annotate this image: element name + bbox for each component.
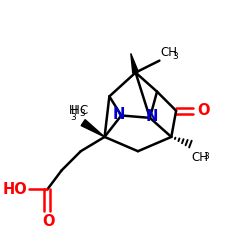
Text: CH: CH: [160, 46, 178, 60]
Text: O: O: [197, 103, 209, 118]
Text: N: N: [113, 107, 125, 122]
Text: H: H: [68, 104, 77, 117]
Text: 3: 3: [203, 152, 208, 162]
Text: 3: 3: [172, 52, 177, 61]
Text: 3: 3: [70, 113, 76, 122]
Text: O: O: [42, 214, 55, 229]
Text: HO: HO: [2, 182, 27, 197]
Text: 3: 3: [79, 109, 85, 118]
Polygon shape: [131, 54, 138, 73]
Polygon shape: [81, 120, 104, 137]
Text: H: H: [71, 104, 80, 117]
Text: C: C: [79, 104, 88, 117]
Text: N: N: [146, 109, 158, 124]
Text: CH: CH: [192, 151, 208, 164]
